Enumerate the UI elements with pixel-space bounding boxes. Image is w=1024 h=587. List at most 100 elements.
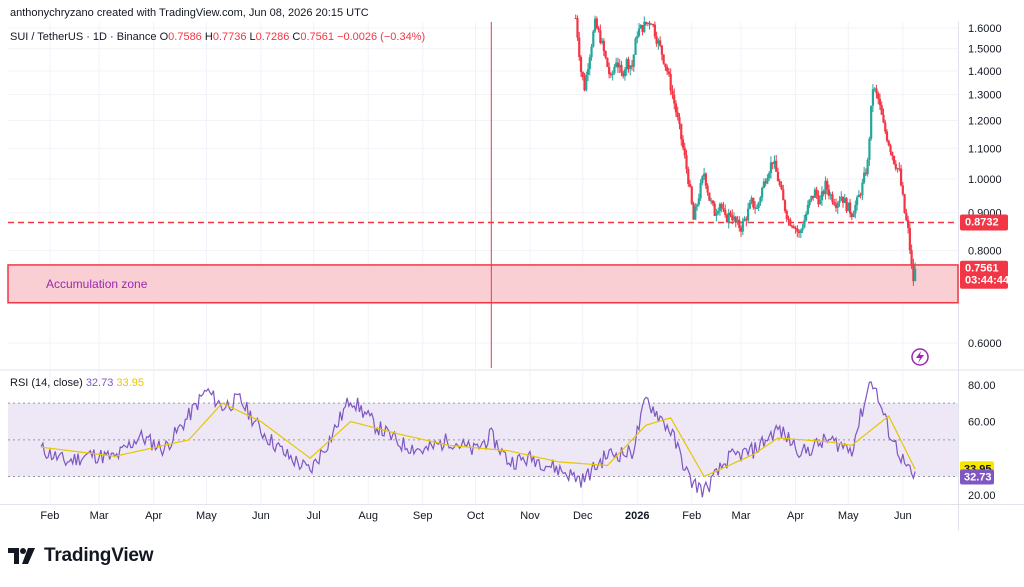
candle-body bbox=[729, 212, 732, 216]
candle-body bbox=[799, 230, 802, 233]
candle-body bbox=[690, 186, 693, 204]
candle-body bbox=[868, 138, 871, 160]
candle-body bbox=[618, 64, 621, 68]
candle-body bbox=[908, 227, 911, 251]
candle-body bbox=[578, 37, 581, 58]
candle-body bbox=[659, 40, 662, 46]
candle-body bbox=[841, 196, 845, 203]
candle-body bbox=[655, 36, 658, 44]
candle-body bbox=[847, 202, 850, 212]
candle-body bbox=[657, 40, 660, 44]
close-value: 0.7561 bbox=[300, 31, 334, 43]
candle-body bbox=[845, 198, 848, 212]
price-tick-label: 1.6000 bbox=[968, 23, 1002, 35]
time-axis-label: 2026 bbox=[625, 510, 649, 522]
candle-body bbox=[595, 18, 598, 29]
candle-body bbox=[715, 213, 718, 216]
candle-body bbox=[877, 93, 880, 99]
candle-body bbox=[806, 204, 809, 214]
time-axis-label: Dec bbox=[573, 510, 593, 522]
candle-body bbox=[792, 226, 795, 229]
candle-body bbox=[813, 189, 816, 198]
time-axis-label: May bbox=[196, 510, 217, 522]
candle-body bbox=[720, 203, 723, 209]
rsi-ma-line bbox=[41, 402, 916, 478]
candle-body bbox=[643, 21, 646, 32]
candle-body bbox=[701, 176, 704, 184]
candle-body bbox=[662, 54, 665, 64]
candle-body bbox=[634, 38, 637, 55]
candle-body bbox=[713, 203, 716, 216]
candle-body bbox=[746, 208, 750, 221]
candle-body bbox=[734, 216, 737, 223]
accumulation-zone-label: Accumulation zone bbox=[46, 277, 148, 291]
candle-body bbox=[762, 181, 765, 188]
candle-body bbox=[667, 71, 671, 75]
candle-body bbox=[725, 214, 729, 223]
candle-body bbox=[606, 57, 609, 67]
candle-body bbox=[579, 57, 583, 72]
candle-body bbox=[664, 63, 667, 68]
candle-body bbox=[768, 173, 771, 179]
candle-body bbox=[826, 180, 829, 190]
candle-body bbox=[727, 212, 730, 223]
candle-body bbox=[836, 202, 839, 208]
candle-body bbox=[708, 192, 711, 201]
candle-body bbox=[652, 24, 655, 26]
price-tick-label: 1.4000 bbox=[968, 66, 1002, 78]
candle-body bbox=[805, 213, 808, 221]
rsi-line bbox=[40, 381, 916, 498]
time-axis-label: Mar bbox=[732, 510, 751, 522]
candle-body bbox=[629, 65, 632, 69]
candle-body bbox=[801, 227, 804, 231]
candle-body bbox=[766, 178, 769, 184]
candle-body bbox=[669, 74, 672, 91]
candle-body bbox=[743, 218, 746, 221]
candle-body bbox=[639, 25, 642, 29]
open-value: 0.7586 bbox=[168, 31, 202, 43]
candle-body bbox=[615, 62, 618, 67]
candle-body bbox=[748, 202, 751, 209]
candle-body bbox=[648, 22, 651, 25]
candle-body bbox=[870, 105, 873, 139]
candle-body bbox=[819, 199, 822, 205]
candle-body bbox=[808, 199, 811, 205]
candle-body bbox=[674, 103, 678, 113]
candle-body bbox=[848, 202, 852, 214]
candle-body bbox=[755, 207, 758, 209]
candle-body bbox=[889, 145, 892, 153]
time-axis-label: Jul bbox=[307, 510, 321, 522]
candle-body bbox=[722, 208, 725, 210]
candle-body bbox=[599, 30, 602, 43]
candle-body bbox=[912, 264, 915, 282]
candle-body bbox=[833, 202, 836, 205]
candle-body bbox=[863, 172, 866, 183]
candle-body bbox=[724, 209, 727, 215]
candle-body bbox=[769, 162, 773, 174]
candle-body bbox=[604, 51, 607, 58]
candle-body bbox=[812, 195, 815, 198]
time-axis-label: Feb bbox=[682, 510, 701, 522]
candle-body bbox=[827, 189, 831, 196]
price-tick-label: 1.5000 bbox=[968, 44, 1002, 56]
candle-body bbox=[583, 77, 586, 91]
low-value: 0.7286 bbox=[255, 31, 290, 43]
candle-body bbox=[838, 200, 841, 203]
candle-body bbox=[882, 114, 885, 123]
candle-body bbox=[592, 31, 595, 47]
rsi-indicator-label[interactable]: RSI (14, close) bbox=[10, 377, 83, 389]
candle-body bbox=[574, 18, 577, 20]
candle-body bbox=[676, 112, 679, 118]
symbol-label[interactable]: SUI / TetherUS · 1D · Binance bbox=[10, 31, 157, 43]
candle-body bbox=[885, 131, 889, 141]
rsi-badge-bg bbox=[960, 469, 994, 485]
candle-body bbox=[630, 65, 634, 67]
candle-body bbox=[790, 225, 794, 227]
candle-body bbox=[903, 194, 906, 213]
low-label: L bbox=[249, 31, 256, 43]
candle-body bbox=[880, 105, 883, 115]
change-value: −0.0026 (−0.34%) bbox=[337, 31, 426, 43]
candle-body bbox=[859, 194, 862, 196]
